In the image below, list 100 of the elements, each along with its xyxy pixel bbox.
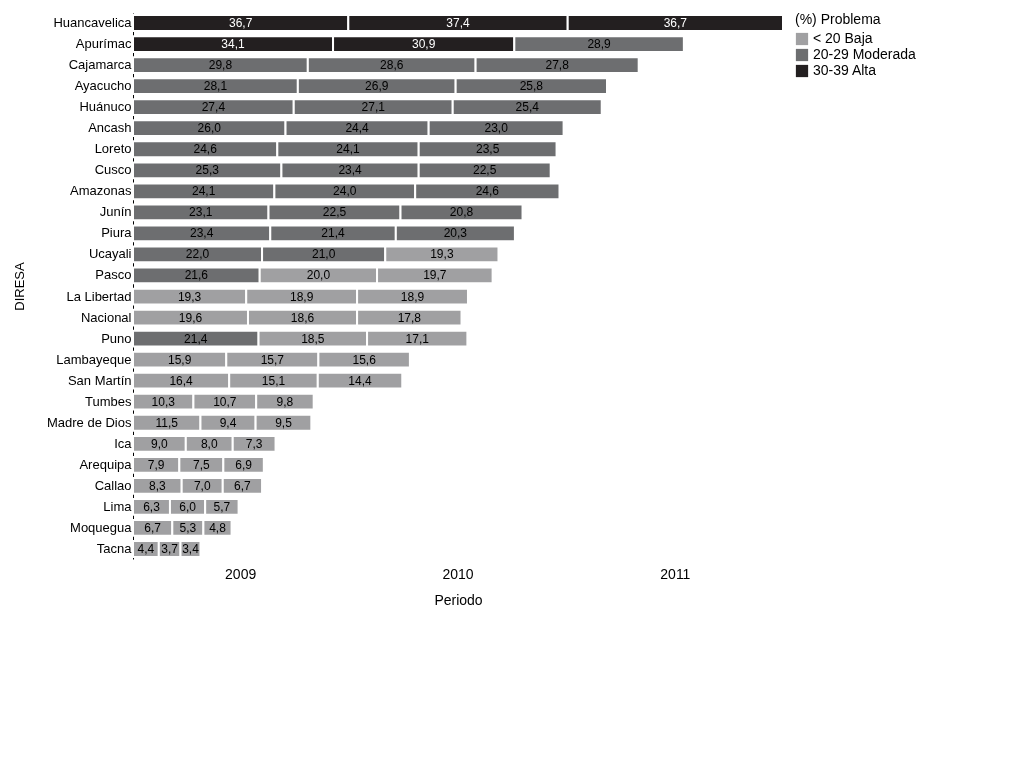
data-label: 6,7 (234, 478, 252, 493)
data-label: 15,6 (352, 352, 377, 367)
y-axis-title: DIRESA (11, 261, 27, 311)
y-tick-label: Loreto (94, 141, 132, 157)
data-label: 24,0 (333, 184, 357, 199)
data-label: 19,6 (178, 310, 203, 325)
data-label: 19,7 (423, 268, 447, 283)
data-label: 9,8 (276, 394, 294, 409)
y-tick-label: Lambayeque (56, 351, 132, 367)
y-tick-label: Puno (101, 330, 132, 346)
data-label: 36,7 (663, 15, 688, 30)
y-tick-label: Amazonas (70, 183, 132, 199)
data-label: 37,4 (446, 15, 470, 30)
data-label: 17,8 (397, 310, 422, 325)
y-tick-label: Huánuco (79, 99, 132, 115)
data-label: 24,4 (345, 121, 370, 136)
data-label: 20,3 (443, 226, 468, 241)
data-label: 5,7 (213, 499, 231, 514)
data-label: 27,8 (545, 58, 570, 73)
data-label: 19,3 (177, 289, 202, 304)
data-label: 24,1 (336, 142, 361, 157)
data-label: 3,7 (161, 542, 179, 557)
y-tick-label: Cajamarca (68, 57, 133, 73)
data-label: 10,7 (213, 394, 237, 409)
data-label: 5,3 (179, 520, 197, 535)
data-label: 23,1 (189, 205, 213, 220)
y-tick-label: Ica (114, 435, 133, 451)
text: < 20 Baja (813, 30, 873, 46)
y-tick-label: Nacional (80, 309, 132, 325)
data-label: 3,4 (182, 542, 200, 557)
y-tick-label: Lima (103, 498, 133, 514)
data-label: 15,1 (261, 373, 286, 388)
y-tick-label: Arequipa (79, 456, 133, 472)
data-label: 24,6 (193, 142, 218, 157)
data-label: 24,1 (192, 184, 216, 199)
data-label: 23,4 (189, 226, 214, 241)
data-label: 21,6 (184, 268, 209, 283)
data-label: 7,0 (193, 478, 211, 493)
y-tick-label: Apurímac (75, 36, 132, 52)
data-label: 8,0 (200, 436, 218, 451)
data-label: 10,3 (151, 394, 176, 409)
data-label: 6,7 (144, 520, 162, 535)
data-label: 28,1 (203, 79, 228, 94)
y-tick-label: Madre de Dios (46, 414, 132, 430)
data-label: 23,4 (338, 163, 363, 178)
data-label: 18,9 (289, 289, 314, 304)
y-tick-label: Tacna (96, 541, 133, 557)
data-label: 22,0 (185, 247, 210, 262)
y-tick-label: Moquegua (70, 519, 133, 535)
data-label: 21,4 (184, 331, 208, 346)
data-label: 23,5 (475, 142, 500, 157)
data-label: 28,9 (587, 37, 612, 52)
data-label: 6,3 (143, 499, 161, 514)
y-tick-label: Pasco (95, 267, 132, 283)
data-label: 15,7 (260, 352, 285, 367)
data-label: 34,1 (221, 37, 246, 52)
data-label: 4,4 (137, 542, 155, 557)
data-label: 30,9 (412, 37, 436, 52)
legend-title: (%) Problema (795, 11, 881, 27)
data-label: 16,4 (169, 373, 194, 388)
data-label: 29,8 (208, 58, 233, 73)
data-label: 27,1 (361, 100, 386, 115)
data-label: 25,4 (515, 100, 540, 115)
data-label: 28,6 (380, 58, 404, 73)
y-tick-label: Ucayali (88, 246, 132, 262)
text: 2011 (660, 566, 691, 582)
text: 2010 (442, 566, 474, 582)
data-label: 18,6 (290, 310, 315, 325)
y-tick-label: La Libertad (66, 288, 132, 304)
data-label: 9,4 (219, 415, 237, 430)
data-label: 22,5 (322, 205, 347, 220)
data-label: 4,8 (209, 520, 227, 535)
y-tick-label: Cusco (94, 162, 132, 178)
data-label: 21,0 (311, 247, 336, 262)
data-label: 26,9 (365, 79, 389, 94)
data-label: 36,7 (228, 15, 253, 30)
data-label: 7,3 (245, 436, 263, 451)
y-tick-label: Callao (94, 477, 132, 493)
data-label: 14,4 (348, 373, 373, 388)
data-label: 19,3 (430, 247, 454, 262)
data-label: 23,0 (484, 121, 509, 136)
data-label: 8,3 (149, 478, 167, 493)
data-label: 22,5 (473, 163, 497, 178)
y-tick-label: Junín (99, 204, 132, 220)
data-label: 6,0 (179, 499, 197, 514)
data-label: 6,9 (235, 457, 253, 472)
data-label: 20,0 (306, 268, 331, 283)
data-label: 25,8 (519, 79, 544, 94)
text: 30-39 Alta (813, 62, 877, 78)
y-tick-label: Ancash (88, 120, 132, 136)
data-label: 27,4 (201, 100, 226, 115)
y-tick-label: Tumbes (85, 393, 132, 409)
data-label: 18,5 (301, 331, 325, 346)
y-tick-label: San Martín (67, 372, 132, 388)
data-label: 7,9 (147, 457, 165, 472)
data-label: 9,5 (275, 415, 293, 430)
data-label: 25,3 (195, 163, 220, 178)
data-label: 20,8 (449, 205, 474, 220)
data-label: 17,1 (405, 331, 430, 346)
x-axis-title: Periodo (434, 591, 483, 608)
